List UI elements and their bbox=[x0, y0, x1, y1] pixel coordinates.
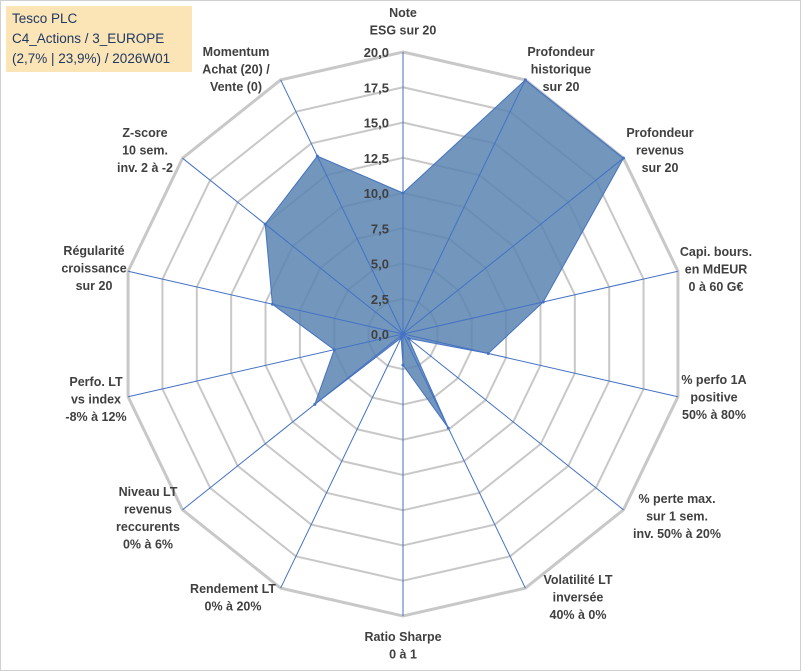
tick-label-4: 10,0 bbox=[364, 186, 389, 201]
spoke-6 bbox=[402, 333, 526, 589]
tick-label-3: 7,5 bbox=[371, 221, 389, 236]
axis-label-11: Régularité croissance sur 20 bbox=[61, 244, 126, 293]
tick-label-8: 20,0 bbox=[364, 45, 389, 60]
axis-label-line: ESG sur 20 bbox=[370, 24, 437, 38]
axis-label-line: historique bbox=[531, 63, 591, 77]
tick-label-7: 17,5 bbox=[364, 80, 389, 95]
axis-label-line: Régularité bbox=[63, 244, 124, 258]
axis-label-line: vs index bbox=[71, 393, 121, 407]
axis-label-line: revenus bbox=[124, 503, 172, 517]
axis-label-line: Achat (20) / bbox=[202, 63, 270, 77]
spoke-1 bbox=[402, 79, 526, 335]
axis-label-line: Vente (0) bbox=[210, 80, 262, 94]
axis-label-line: sur 1 sem. bbox=[646, 510, 708, 524]
axis-label-line: inversée bbox=[553, 591, 604, 605]
axis-label-line: sur 20 bbox=[76, 279, 113, 293]
axis-label-line: 0 à 1 bbox=[389, 648, 417, 662]
tick-label-1: 2,5 bbox=[371, 292, 389, 307]
axis-label-4: % perfo 1A positive 50% à 80% bbox=[681, 373, 746, 422]
spoke-11 bbox=[127, 270, 404, 335]
axis-label-line: Rendement LT bbox=[190, 582, 276, 596]
axis-label-12: Z-score 10 sem. inv. 2 à -2 bbox=[117, 126, 173, 175]
spoke-10 bbox=[127, 333, 404, 398]
axis-label-line: % perfo 1A bbox=[681, 373, 746, 387]
axis-label-0: Note ESG sur 20 bbox=[370, 6, 437, 38]
spoke-4 bbox=[402, 333, 679, 398]
tick-label-2: 5,0 bbox=[371, 257, 389, 272]
axis-label-line: Ratio Sharpe bbox=[364, 630, 441, 644]
axis-label-line: sur 20 bbox=[543, 80, 580, 94]
axis-label-8: Rendement LT 0% à 20% bbox=[190, 582, 276, 614]
axis-label-line: 0% à 6% bbox=[123, 538, 173, 552]
axis-label-10: Perfo. LT vs index -8% à 12% bbox=[65, 375, 126, 424]
axis-label-line: inv. 2 à -2 bbox=[117, 161, 173, 175]
axis-label-6: Volatilité LT inversée 40% à 0% bbox=[544, 573, 613, 622]
tick-label-6: 15,0 bbox=[364, 116, 389, 131]
axis-label-line: Niveau LT bbox=[119, 485, 178, 499]
company-name: Tesco PLC bbox=[12, 11, 78, 26]
axis-label-7: Ratio Sharpe 0 à 1 bbox=[364, 630, 441, 662]
tick-label-5: 12,5 bbox=[364, 151, 389, 166]
period-label: (2,7% | 23,9%) / 2026W01 bbox=[12, 51, 171, 66]
axis-label-13: Momentum Achat (20) / Vente (0) bbox=[202, 45, 270, 94]
spoke-8 bbox=[280, 333, 404, 589]
axis-label-line: Profondeur bbox=[626, 126, 693, 140]
spoke-3 bbox=[402, 270, 679, 335]
category-label: C4_Actions / 3_EUROPE bbox=[12, 31, 165, 46]
chart-title-box: Tesco PLC C4_Actions / 3_EUROPE (2,7% | … bbox=[6, 6, 192, 72]
axis-label-line: Volatilité LT bbox=[544, 573, 613, 587]
axis-label-3: Capi. bours. en MdEUR 0 à 60 G€ bbox=[680, 245, 752, 294]
axis-label-1: Profondeur historique sur 20 bbox=[527, 45, 594, 94]
axis-label-line: Capi. bours. bbox=[680, 245, 752, 259]
axis-label-line: 0 à 60 G€ bbox=[689, 280, 744, 294]
axis-label-line: croissance bbox=[61, 262, 126, 276]
axis-label-line: -8% à 12% bbox=[65, 410, 126, 424]
spoke-12 bbox=[182, 157, 404, 335]
axis-label-line: Profondeur bbox=[527, 45, 594, 59]
axis-label-line: inv. 50% à 20% bbox=[633, 527, 721, 541]
axis-label-line: Z-score bbox=[122, 126, 167, 140]
axis-label-line: 40% à 0% bbox=[550, 608, 607, 622]
axis-label-line: Note bbox=[389, 6, 417, 20]
axis-label-line: 10 sem. bbox=[122, 144, 168, 158]
spoke-2 bbox=[402, 157, 624, 335]
axis-label-line: revenus bbox=[636, 144, 684, 158]
axis-label-9: Niveau LT revenus reccurents 0% à 6% bbox=[116, 485, 180, 552]
spoke-9 bbox=[182, 333, 404, 511]
axis-label-line: sur 20 bbox=[642, 161, 679, 175]
axis-label-line: Momentum bbox=[203, 45, 270, 59]
tick-label-0: 0,0 bbox=[371, 327, 389, 342]
axis-label-line: Perfo. LT bbox=[69, 375, 123, 389]
spoke-5 bbox=[402, 333, 624, 511]
axis-label-2: Profondeur revenus sur 20 bbox=[626, 126, 693, 175]
axis-label-line: reccurents bbox=[116, 520, 180, 534]
axis-label-5: % perte max. sur 1 sem. inv. 50% à 20% bbox=[633, 492, 721, 541]
axis-label-line: 0% à 20% bbox=[205, 600, 262, 614]
axis-label-line: positive bbox=[690, 391, 737, 405]
axis-label-line: 50% à 80% bbox=[682, 408, 746, 422]
axis-label-line: % perte max. bbox=[638, 492, 715, 506]
axis-label-line: en MdEUR bbox=[685, 263, 748, 277]
spoke-13 bbox=[280, 79, 404, 335]
